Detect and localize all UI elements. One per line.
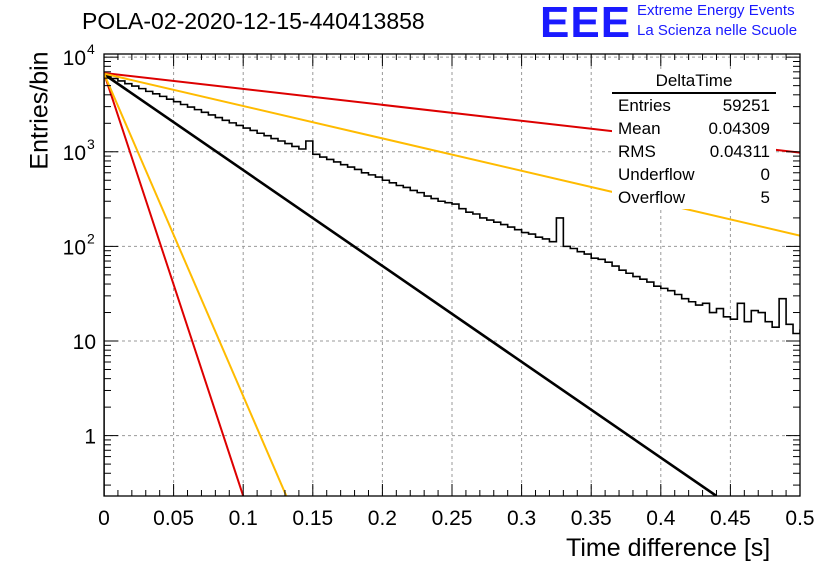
stats-row-mean: Mean 0.04309 (612, 117, 776, 140)
y-tick-label: 10 (63, 236, 86, 259)
x-tick-label: 0.4 (646, 507, 676, 530)
x-tick-label: 0.05 (153, 507, 194, 530)
stats-value: 59251 (722, 96, 770, 115)
y-tick-exponent: 4 (87, 41, 95, 57)
x-tick-label: 0.1 (229, 507, 258, 530)
stats-row-rms: RMS 0.04311 (612, 140, 776, 163)
y-tick-label: 10 (73, 331, 96, 354)
stats-label: Overflow (618, 188, 686, 207)
x-tick-label: 0.25 (432, 507, 473, 530)
x-axis-label: Time difference [s] (566, 534, 771, 562)
stats-box: DeltaTime Entries 59251 Mean 0.04309 RMS… (612, 70, 776, 209)
stats-label: Entries (618, 96, 671, 115)
stats-box-title: DeltaTime (612, 70, 776, 94)
plot-title: POLA-02-2020-12-15-440413858 (82, 8, 425, 34)
stats-label: Mean (618, 119, 661, 138)
stats-value: 0.04309 (708, 119, 770, 138)
stats-row-overflow: Overflow 5 (612, 186, 776, 209)
fit-curve-0 (104, 73, 718, 496)
stats-value: 5 (760, 188, 770, 207)
stats-row-underflow: Underflow 0 (612, 163, 776, 186)
x-tick-label: 0.15 (292, 507, 333, 530)
stats-value: 0.04311 (709, 142, 770, 161)
y-tick-label: 10 (63, 47, 86, 70)
y-axis-label: Entries/bin (25, 51, 54, 170)
x-tick-label: 0.35 (571, 507, 612, 530)
org-name-line2: La Scienza nelle Scuole (637, 22, 798, 39)
x-tick-label: 0.2 (368, 507, 397, 530)
x-tick-label: 0.45 (710, 507, 751, 530)
x-tick-label: 0 (98, 507, 110, 530)
y-tick-exponent: 3 (87, 136, 95, 152)
org-name-line1: Extreme Energy Events (637, 2, 795, 19)
stats-label: Underflow (618, 165, 695, 184)
x-tick-label: 0.5 (785, 507, 814, 530)
eee-logo: EEE (540, 0, 632, 47)
y-tick-exponent: 2 (87, 230, 95, 246)
x-tick-label: 0.3 (507, 507, 536, 530)
stats-value: 0 (760, 165, 770, 184)
y-tick-label: 1 (84, 426, 96, 449)
stats-row-entries: Entries 59251 (612, 94, 776, 117)
fit-curve-4 (104, 73, 288, 496)
histogram-bars (104, 75, 800, 496)
fit-curve-3 (104, 72, 245, 496)
y-tick-label: 10 (63, 142, 86, 165)
stats-label: RMS (618, 142, 656, 161)
